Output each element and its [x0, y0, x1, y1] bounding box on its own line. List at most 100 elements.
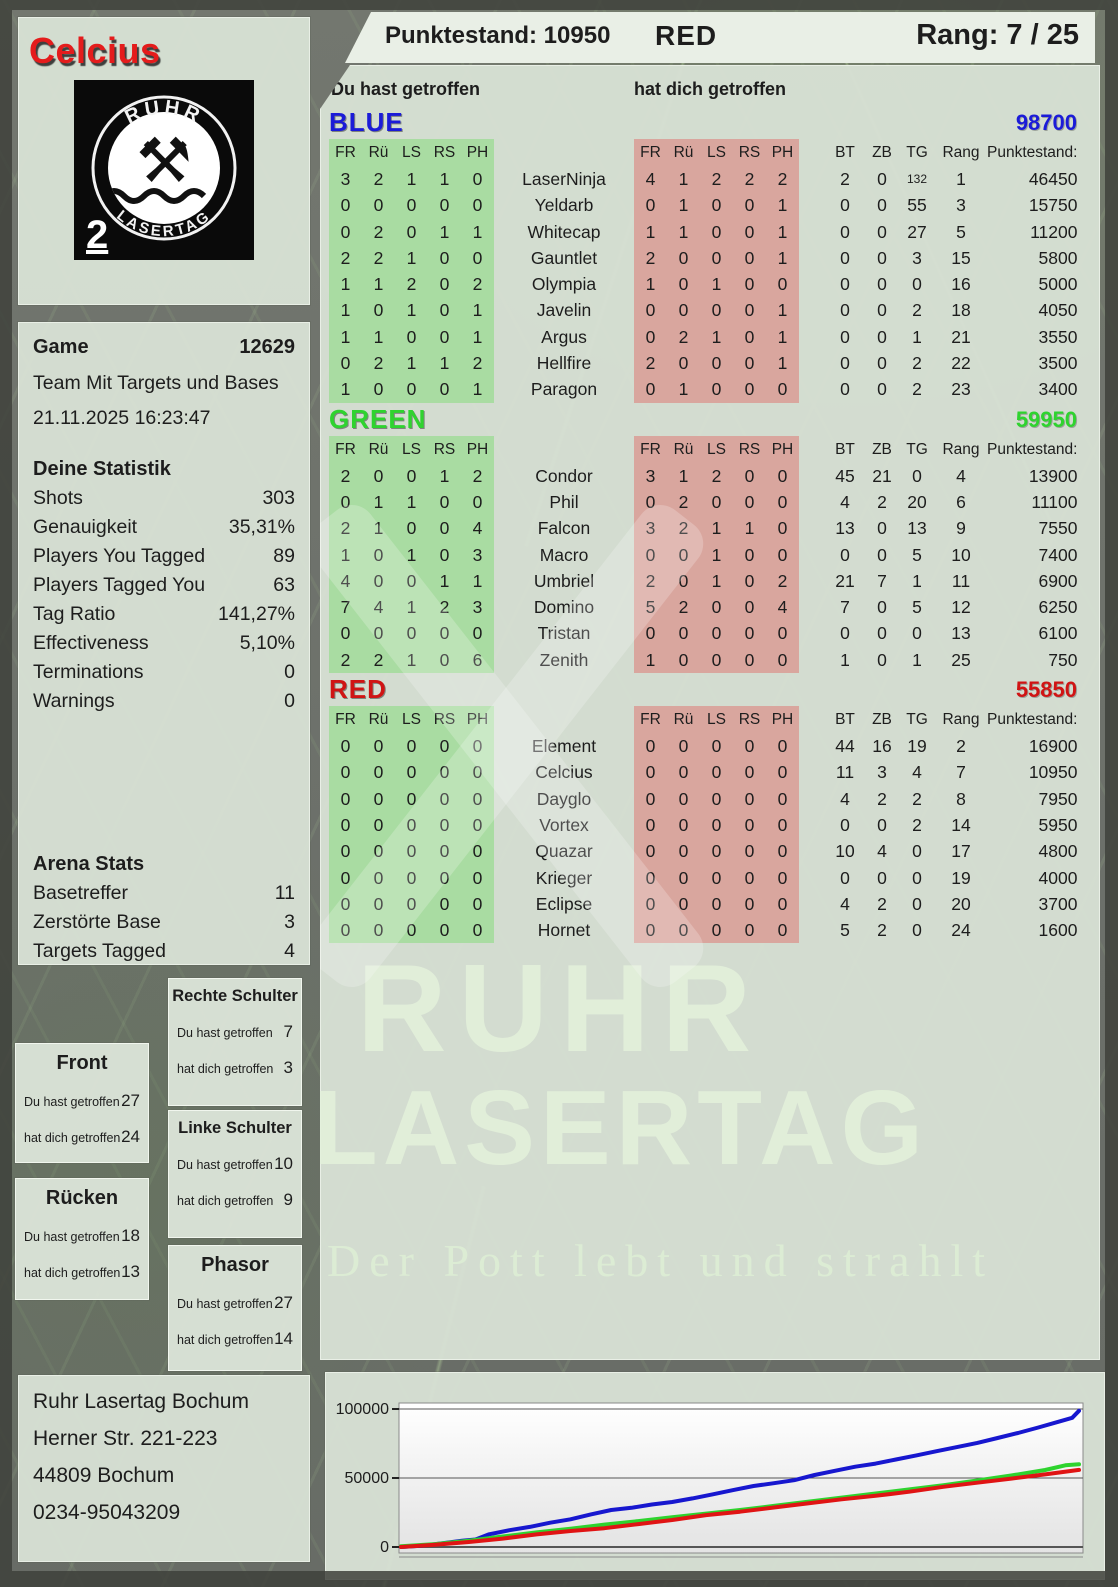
column-header: PH [461, 706, 494, 734]
stat-cell: 4 [912, 762, 922, 783]
hit-cell: 0 [395, 733, 428, 760]
spacer-cell [799, 786, 825, 812]
stat-value: 0 [284, 661, 295, 683]
stat-cell: 21 [951, 326, 971, 347]
chart-ytick: 50000 [345, 1470, 390, 1487]
hit-cell: 0 [766, 541, 799, 568]
hit-cell: 0 [634, 864, 667, 891]
hit-cell: 0 [461, 192, 494, 219]
address-panel: Ruhr Lasertag Bochum Herner Str. 221-223 4… [18, 1375, 310, 1562]
stat-cell: 1 [912, 326, 922, 347]
stat-row: Targets Tagged 4 [19, 937, 309, 966]
spacer-cell [799, 192, 825, 218]
stat-cell: 0 [840, 379, 850, 400]
points-cell: 5950 [1038, 814, 1078, 835]
hit-cell: 0 [700, 376, 733, 403]
hit-cell: 0 [634, 541, 667, 568]
stat-row: Terminations 0 [19, 658, 309, 687]
stat-cell: 13 [907, 518, 927, 539]
stat-row: Players You Tagged 89 [19, 542, 309, 571]
points-cell: 10950 [1028, 762, 1078, 783]
hit-cell: 0 [733, 376, 766, 403]
hit-cell: 0 [461, 244, 494, 272]
hit-cell: 6 [461, 646, 494, 674]
stat-cell: 17 [951, 841, 971, 862]
column-header: BT [835, 440, 855, 458]
hit-cell: 0 [362, 567, 395, 595]
hit-cell: 2 [461, 350, 494, 377]
stat-cell: 2 [912, 788, 922, 809]
hit-cell: 0 [329, 488, 362, 516]
column-header: Rü [362, 139, 395, 166]
hit-cell: 0 [733, 218, 766, 245]
player-name: Element [531, 736, 597, 757]
stat-label: Players Tagged You [33, 574, 206, 596]
column-header: PH [766, 435, 799, 463]
column-header: FR [634, 435, 667, 463]
hitzone-row: hat dich getroffen 3 [169, 1058, 301, 1078]
club-logo: ⚒ RUHR LASERTAG 2 [74, 80, 254, 265]
column-header: Rü [667, 139, 700, 166]
column-header: Rü [362, 435, 395, 463]
hit-cell: 0 [634, 620, 667, 647]
hitzone-box-r-cken: Rücken Du hast getroffen 18 hat dich getrof… [15, 1178, 149, 1300]
address-line: 0234-95043209 [33, 1501, 181, 1524]
points-cell: 4800 [1038, 841, 1078, 862]
crossed-hammers-icon: ⚒ [136, 124, 192, 197]
hit-cell: 0 [667, 811, 700, 839]
points-cell: 7400 [1038, 544, 1078, 565]
team-total: 59950 [1015, 406, 1077, 432]
stat-label: Warnings [33, 690, 115, 712]
hit-cell: 0 [461, 890, 494, 918]
hit-cell: 0 [700, 785, 733, 812]
spacer-cell [799, 324, 825, 350]
team-table: FR Rü LS RS PH FR Rü LS RS PH BT ZB TG Rang Punktestan… [329, 435, 1078, 674]
hitzone-title: Linke Schulter [178, 1119, 292, 1137]
watermark-slogan: Der Pott lebt und strahlt [327, 1235, 995, 1286]
hit-cell: 0 [428, 838, 461, 865]
player-name: Argus [541, 326, 587, 347]
hit-cell: 0 [700, 646, 733, 674]
stat-cell: 0 [912, 623, 922, 644]
stat-cell: 24 [951, 920, 971, 941]
points-cell: 3550 [1038, 326, 1078, 347]
stat-cell: 45 [835, 465, 855, 486]
hitzone-value: 9 [283, 1190, 293, 1209]
hit-cell: 0 [700, 759, 733, 786]
points-cell: 7550 [1038, 518, 1078, 539]
stat-label: Tag Ratio [33, 603, 116, 625]
hit-cell: 0 [395, 462, 428, 489]
hit-cell: 0 [329, 917, 362, 944]
stat-cell: 2 [840, 169, 850, 189]
stat-cell: 0 [840, 195, 850, 216]
stat-value: 4 [284, 940, 295, 962]
hit-cell: 1 [395, 350, 428, 377]
hit-cell: 1 [362, 271, 395, 298]
column-header-spacer [799, 706, 825, 733]
hit-cell: 0 [395, 323, 428, 351]
points-cell: 750 [1048, 649, 1078, 670]
stat-label: Basetreffer [33, 882, 129, 904]
player-name: Hellfire [536, 353, 592, 374]
stat-cell: 5 [912, 544, 922, 565]
player-name: Tristan [537, 623, 591, 644]
hit-cell: 0 [733, 733, 766, 760]
stat-cell: 10 [951, 544, 971, 565]
hit-cell: 5 [634, 594, 667, 621]
player-name: Quazar [535, 841, 593, 862]
hit-cell: 0 [362, 785, 395, 812]
hit-cell: 0 [700, 192, 733, 219]
hit-cell: 0 [428, 515, 461, 542]
column-header: RS [428, 139, 461, 166]
spacer-cell [799, 568, 825, 594]
hit-cell: 0 [362, 620, 395, 647]
hit-cell: 0 [428, 192, 461, 219]
stat-cell: 0 [877, 300, 887, 321]
stat-cell: 13 [835, 518, 855, 539]
stat-cell: 0 [877, 623, 887, 644]
hit-cell: 1 [667, 462, 700, 489]
stat-cell: 0 [877, 326, 887, 347]
hitzone-row: hat dich getroffen 14 [169, 1329, 301, 1349]
stat-cell: 0 [877, 274, 887, 295]
hitzone-row: Du hast getroffen 27 [16, 1091, 148, 1111]
